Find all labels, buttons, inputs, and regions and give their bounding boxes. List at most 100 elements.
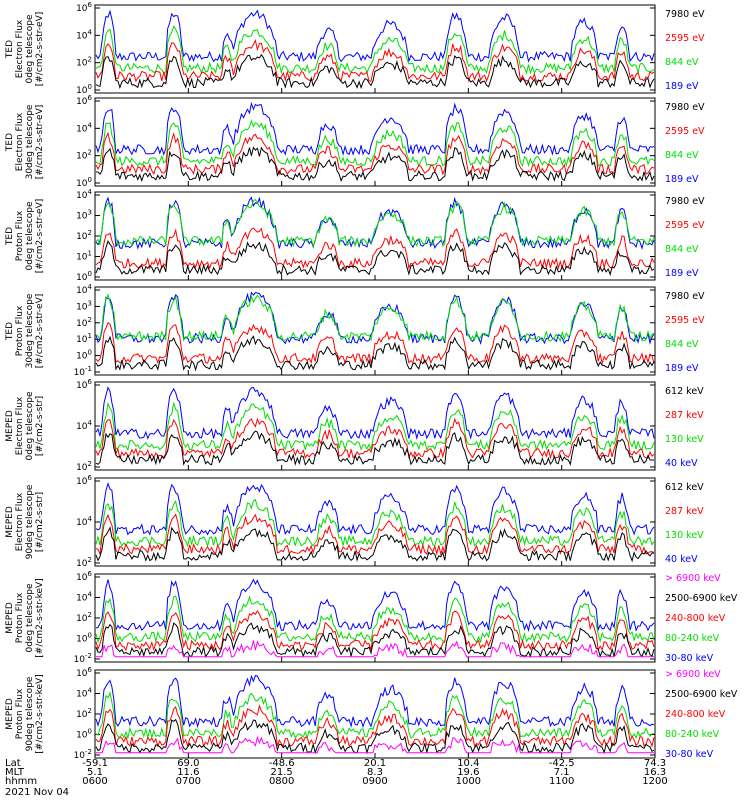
series-line: [95, 691, 655, 740]
legend-entry: 30-80 keV: [665, 749, 714, 760]
legend-entry: 189 eV: [665, 174, 699, 185]
legend-entry: 189 eV: [665, 268, 699, 279]
legend-entry: 287 keV: [665, 410, 704, 421]
lat-tick-label: -42.5: [549, 758, 575, 769]
y-tick-label: 103: [76, 299, 92, 312]
lat-tick-label: 10.4: [457, 758, 479, 769]
y-tick-label: 104: [76, 283, 92, 296]
legend-entry: 844 eV: [665, 244, 699, 255]
panel-7: 106 104 102 100 10-2 MEPEDProton Flux0deg tel…: [5, 570, 738, 665]
y-axis-label: TEDProton Flux0deg telescope[#/cm2-s-str…: [5, 199, 45, 274]
axis-row-label: MLT: [5, 767, 25, 778]
y-tick-label: 102: [76, 149, 92, 162]
y-tick-label: 106: [76, 1, 92, 14]
mlt-tick-label: 7.1: [554, 767, 570, 778]
y-tick-label: 104: [76, 419, 92, 432]
y-tick-label: 103: [76, 209, 92, 222]
legend-entry: 7980 eV: [665, 291, 705, 302]
hhmm-tick-label: 0900: [362, 776, 387, 787]
legend-entry: 130 keV: [665, 530, 704, 541]
y-tick-label: 102: [76, 611, 92, 624]
series-line: [95, 718, 655, 755]
legend-entry: 240-800 keV: [665, 709, 726, 720]
series-line: [95, 335, 655, 372]
panel-5: 106 104 102 MEPEDElectron Flux0deg telescop…: [5, 378, 704, 473]
y-tick-label: 106: [76, 570, 92, 583]
legend-entry: 7980 eV: [665, 102, 705, 113]
mlt-tick-label: 11.6: [177, 767, 199, 778]
hhmm-tick-label: 0800: [269, 776, 294, 787]
series-line: [95, 401, 655, 452]
panel-4: 104 103 102 101 100 10-1 TEDProton Flux30deg t…: [5, 283, 705, 378]
lat-tick-label: 74.3: [644, 758, 666, 769]
series-line: [95, 119, 655, 168]
series-line: [95, 526, 655, 563]
y-axis-label: MEPEDElectron Flux90deg telescope[#/cm2-…: [5, 484, 45, 559]
hhmm-tick-label: 0600: [82, 776, 107, 787]
series-line: [95, 198, 655, 248]
mlt-tick-label: 21.5: [271, 767, 293, 778]
mlt-tick-label: 8.3: [367, 767, 383, 778]
series-line: [95, 25, 655, 75]
y-tick-label: 106: [76, 378, 92, 391]
hhmm-tick-label: 0700: [176, 776, 201, 787]
y-tick-label: 102: [76, 316, 92, 329]
y-axis-label: MEPEDProton Flux90deg telescope[#/cm2-s-…: [5, 674, 45, 753]
series-line: [95, 9, 655, 63]
axis-row-label: hhmm: [5, 776, 37, 787]
legend-entry: 7980 eV: [665, 9, 705, 20]
y-tick-label: 10-1: [74, 365, 92, 378]
y-tick-label: 104: [76, 188, 92, 201]
legend-entry: 287 keV: [665, 506, 704, 517]
legend-entry: 2595 eV: [665, 33, 705, 44]
legend-entry: 2500-6900 keV: [665, 593, 738, 604]
series-line: [95, 610, 655, 652]
y-tick-label: 100: [76, 728, 92, 741]
y-tick-label: 10-2: [74, 652, 92, 665]
y-tick-label: 102: [76, 56, 92, 69]
hhmm-tick-label: 1200: [642, 776, 667, 787]
series-line: [95, 293, 655, 343]
y-tick-label: 104: [76, 28, 92, 41]
series-line: [95, 417, 655, 460]
y-tick-label: 100: [76, 632, 92, 645]
lat-tick-label: 69.0: [177, 758, 199, 769]
y-axis-label: MEPEDElectron Flux0deg telescope[#/cm2-s…: [5, 391, 45, 461]
legend-entry: > 6900 keV: [665, 573, 721, 584]
series-line: [95, 499, 655, 548]
y-tick-label: 104: [76, 687, 92, 700]
series-line: [95, 131, 655, 176]
lat-tick-label: 20.1: [364, 758, 386, 769]
legend-entry: 40 keV: [665, 458, 698, 469]
legend-entry: 2500-6900 keV: [665, 689, 738, 700]
series-line: [95, 430, 655, 466]
y-tick-label: 104: [76, 121, 92, 134]
date-label: 2021 Nov 04: [5, 787, 69, 798]
y-tick-label: 106: [76, 666, 92, 679]
series-line: [95, 39, 655, 83]
panel-frame: [94, 381, 656, 471]
series-line: [95, 704, 655, 748]
legend-entry: 80-240 keV: [665, 633, 720, 644]
series-line: [95, 240, 655, 277]
legend-entry: 7980 eV: [665, 196, 705, 207]
hhmm-tick-label: 1000: [456, 776, 481, 787]
mlt-tick-label: 16.3: [644, 767, 666, 778]
series-line: [95, 227, 655, 271]
series-line: [96, 735, 654, 754]
panel-6: 106 104 102 MEPEDElectron Flux90deg telesco…: [5, 474, 704, 569]
legend-entry: 80-240 keV: [665, 729, 720, 740]
series-line: [95, 578, 655, 632]
y-tick-label: 101: [76, 332, 92, 345]
hhmm-tick-label: 1100: [549, 776, 574, 787]
panel-3: 104 103 102 101 100 TEDProton Flux0deg telesc…: [5, 188, 705, 283]
series-line: [95, 674, 655, 729]
legend-entry: 189 eV: [665, 81, 699, 92]
legend-entry: 844 eV: [665, 150, 699, 161]
y-tick-label: 100: [76, 270, 92, 283]
series-line: [95, 622, 655, 659]
